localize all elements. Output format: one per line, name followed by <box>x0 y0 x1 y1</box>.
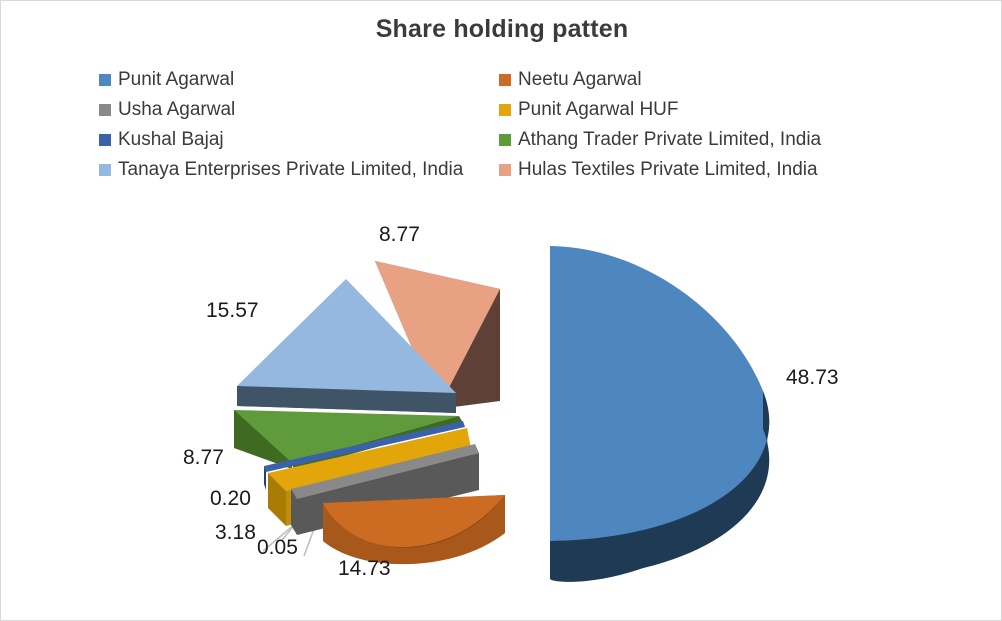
legend-label: Punit Agarwal HUF <box>518 99 679 120</box>
pie-chart-plot: 8.77 15.57 8.77 0.20 3.18 0.05 14.73 48.… <box>1 201 1001 620</box>
legend-item-usha-agarwal[interactable]: Usha Agarwal <box>99 99 499 121</box>
slice-top <box>323 495 505 548</box>
slice-top <box>291 444 479 499</box>
legend-label: Tanaya Enterprises Private Limited, Indi… <box>118 159 464 180</box>
slice-top <box>550 246 770 541</box>
legend-item-athang-trader[interactable]: Athang Trader Private Limited, India <box>499 129 899 151</box>
legend-swatch-icon <box>99 164 111 176</box>
legend-swatch-icon <box>499 134 511 146</box>
slice-top <box>234 410 459 463</box>
slice-top <box>264 421 465 472</box>
slice-top <box>375 261 500 409</box>
legend-label: Athang Trader Private Limited, India <box>518 129 822 150</box>
slice-side-b <box>234 410 292 469</box>
slice-rim <box>550 391 770 579</box>
legend-swatch-icon <box>99 134 111 146</box>
data-label-tanaya-enterprises: 15.57 <box>206 299 259 322</box>
legend-swatch-icon <box>499 74 511 86</box>
legend-item-hulas-textiles[interactable]: Hulas Textiles Private Limited, India <box>499 159 899 181</box>
legend-label: Neetu Agarwal <box>518 69 642 90</box>
chart-title: Share holding patten <box>375 15 629 43</box>
data-label-punit-agarwal-huf: 3.18 <box>215 521 256 544</box>
legend-label: Usha Agarwal <box>118 99 236 120</box>
legend-item-tanaya-enterprises[interactable]: Tanaya Enterprises Private Limited, Indi… <box>99 159 499 181</box>
slice-neetu-agarwal[interactable] <box>323 495 505 565</box>
legend-swatch-icon <box>99 104 111 116</box>
slice-top <box>237 279 456 398</box>
slice-hulas-textiles[interactable] <box>375 261 500 409</box>
legend-item-kushal-bajaj[interactable]: Kushal Bajaj <box>99 129 499 151</box>
data-label-hulas-textiles: 8.77 <box>379 223 420 246</box>
slice-side <box>264 466 266 490</box>
slice-side-left <box>268 473 286 526</box>
slice-punit-agarwal[interactable] <box>550 246 770 582</box>
slice-kushal-bajaj[interactable] <box>264 421 465 490</box>
data-label-athang-trader: 8.77 <box>183 446 224 469</box>
legend-label: Kushal Bajaj <box>118 129 224 150</box>
data-label-punit-agarwal: 48.73 <box>786 366 839 389</box>
slice-tanaya-enterprises[interactable] <box>237 279 456 413</box>
slice-side-left <box>291 489 297 535</box>
legend-item-punit-agarwal[interactable]: Punit Agarwal <box>99 69 499 91</box>
legend-label: Hulas Textiles Private Limited, India <box>518 159 818 180</box>
data-label-neetu-agarwal: 14.73 <box>338 557 391 580</box>
slice-top <box>268 428 471 491</box>
data-label-usha-agarwal: 0.05 <box>257 536 298 559</box>
legend-item-neetu-agarwal[interactable]: Neetu Agarwal <box>499 69 899 91</box>
chart-legend: Punit Agarwal Neetu Agarwal Usha Agarwal… <box>99 65 899 185</box>
legend-swatch-icon <box>499 164 511 176</box>
slice-depth <box>323 495 505 565</box>
legend-swatch-icon <box>499 104 511 116</box>
slice-side-lower <box>237 386 456 413</box>
legend-item-punit-agarwal-huf[interactable]: Punit Agarwal HUF <box>499 99 899 121</box>
data-label-kushal-bajaj: 0.20 <box>210 487 251 510</box>
legend-swatch-icon <box>99 74 111 86</box>
pie-chart-svg <box>234 246 770 582</box>
legend-label: Punit Agarwal <box>118 69 235 90</box>
